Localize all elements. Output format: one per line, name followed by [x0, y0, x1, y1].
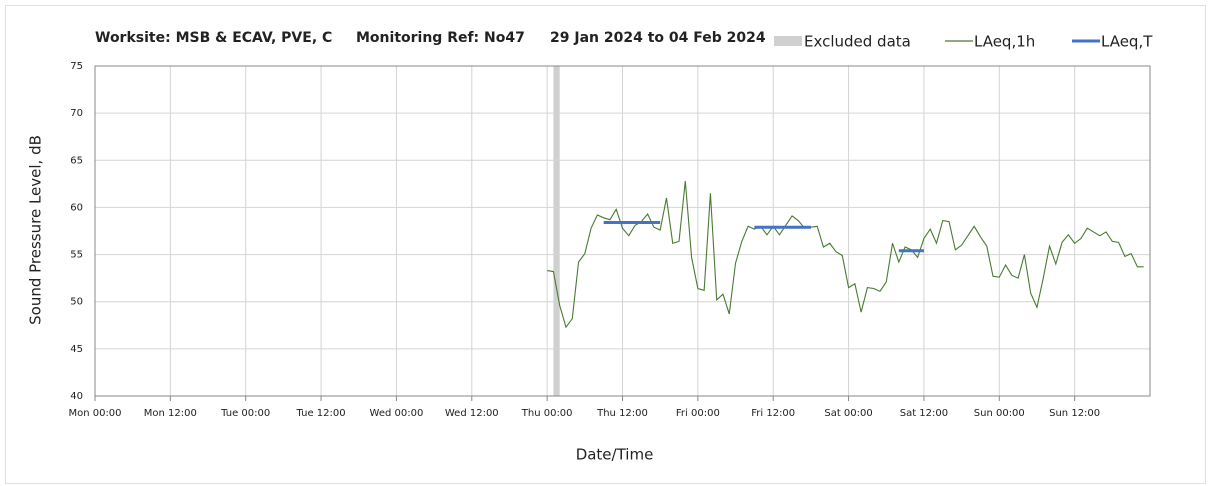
y-tick-label: 75 [70, 61, 83, 72]
x-tick-label: Mon 00:00 [68, 408, 121, 419]
frame [5, 5, 1206, 484]
y-tick-label: 55 [70, 250, 83, 261]
x-tick-label: Tue 00:00 [220, 408, 270, 419]
x-tick-label: Sun 00:00 [974, 408, 1025, 419]
x-axis-label: Date/Time [576, 446, 654, 464]
line-series [547, 180, 1144, 329]
x-tick-label: Mon 12:00 [144, 408, 197, 419]
legend-swatch [774, 36, 802, 46]
x-tick-label: Tue 12:00 [296, 408, 346, 419]
x-tick-label: Sat 00:00 [824, 408, 872, 419]
x-tick-label: Fri 12:00 [751, 408, 795, 419]
y-axis-label: Sound Pressure Level, dB [27, 135, 45, 325]
x-tick-label: Thu 00:00 [521, 408, 573, 419]
x-tick-label: Wed 00:00 [370, 408, 424, 419]
legend-label: LAeq,T [1101, 33, 1153, 51]
chart-title: Monitoring Ref: No47 [356, 30, 525, 46]
excluded-band [553, 66, 560, 396]
chart-title: Worksite: MSB & ECAV, PVE, C [95, 30, 332, 46]
y-tick-label: 50 [70, 297, 83, 308]
y-tick-label: 70 [70, 108, 83, 119]
x-tick-label: Sun 12:00 [1049, 408, 1100, 419]
chart-title: 29 Jan 2024 to 04 Feb 2024 [550, 30, 766, 46]
x-tick-label: Wed 12:00 [445, 408, 499, 419]
y-tick-label: 65 [70, 155, 83, 166]
y-tick-label: 60 [70, 202, 83, 213]
legend-label: Excluded data [804, 33, 911, 51]
x-tick-label: Fri 00:00 [676, 408, 720, 419]
y-tick-label: 45 [70, 344, 83, 355]
x-tick-label: Sat 12:00 [900, 408, 948, 419]
legend-label: LAeq,1h [974, 33, 1035, 51]
x-tick-label: Thu 12:00 [596, 408, 648, 419]
y-tick-label: 40 [70, 391, 83, 402]
plot-border [94, 65, 1151, 397]
